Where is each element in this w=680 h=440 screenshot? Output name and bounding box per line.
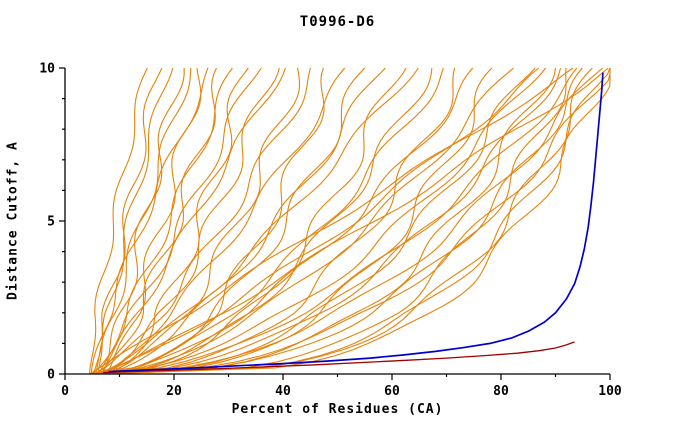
x-tick-label: 40 [275,384,291,399]
model-curve [90,67,209,375]
x-axis-label: Percent of Residues (CA) [231,402,444,417]
model-curve [90,67,456,375]
model-curve [100,67,609,375]
model-curve [96,68,611,375]
reference-curve-red [103,341,575,374]
model-curve [104,67,386,375]
x-tick-label: 100 [598,384,622,399]
x-tick-label: 80 [493,384,509,399]
model-curve [88,67,148,375]
model-curve [88,67,547,375]
model-curve [91,67,407,375]
model-curve [97,67,603,375]
model-curve [91,67,583,375]
model-curve [94,67,366,375]
model-curve [94,67,218,375]
best-model-curve-blue [108,72,604,373]
model-curve [101,67,514,375]
model-curve [96,67,280,375]
model-curve [93,67,311,375]
model-curve [103,67,249,375]
x-tick-label: 0 [61,384,69,399]
y-tick-label: 10 [39,62,55,77]
y-tick-label: 5 [47,215,55,230]
model-curve [89,67,301,375]
model-curve [97,67,493,375]
model-curve [103,67,578,375]
model-curve [98,67,233,375]
plot-title: T0996-D6 [299,14,376,30]
model-curve [97,67,174,375]
model-curve [93,68,611,375]
model-curve [102,67,611,375]
model-curve [98,67,325,375]
model-curve [92,67,163,375]
model-curve [100,67,286,375]
model-curve [99,67,567,375]
model-curve [89,67,574,375]
model-curve [99,67,433,375]
x-tick-label: 20 [166,384,182,399]
model-curve [92,67,557,375]
model-curve [102,67,346,375]
y-tick-label: 0 [47,368,55,383]
model-curve [93,67,540,375]
y-axis-label: Distance Cutoff, A [5,141,21,301]
model-curve [91,67,262,375]
model-curve [95,67,562,375]
x-tick-label: 60 [384,384,400,399]
model-curve [95,67,419,375]
model-curve [103,67,444,375]
